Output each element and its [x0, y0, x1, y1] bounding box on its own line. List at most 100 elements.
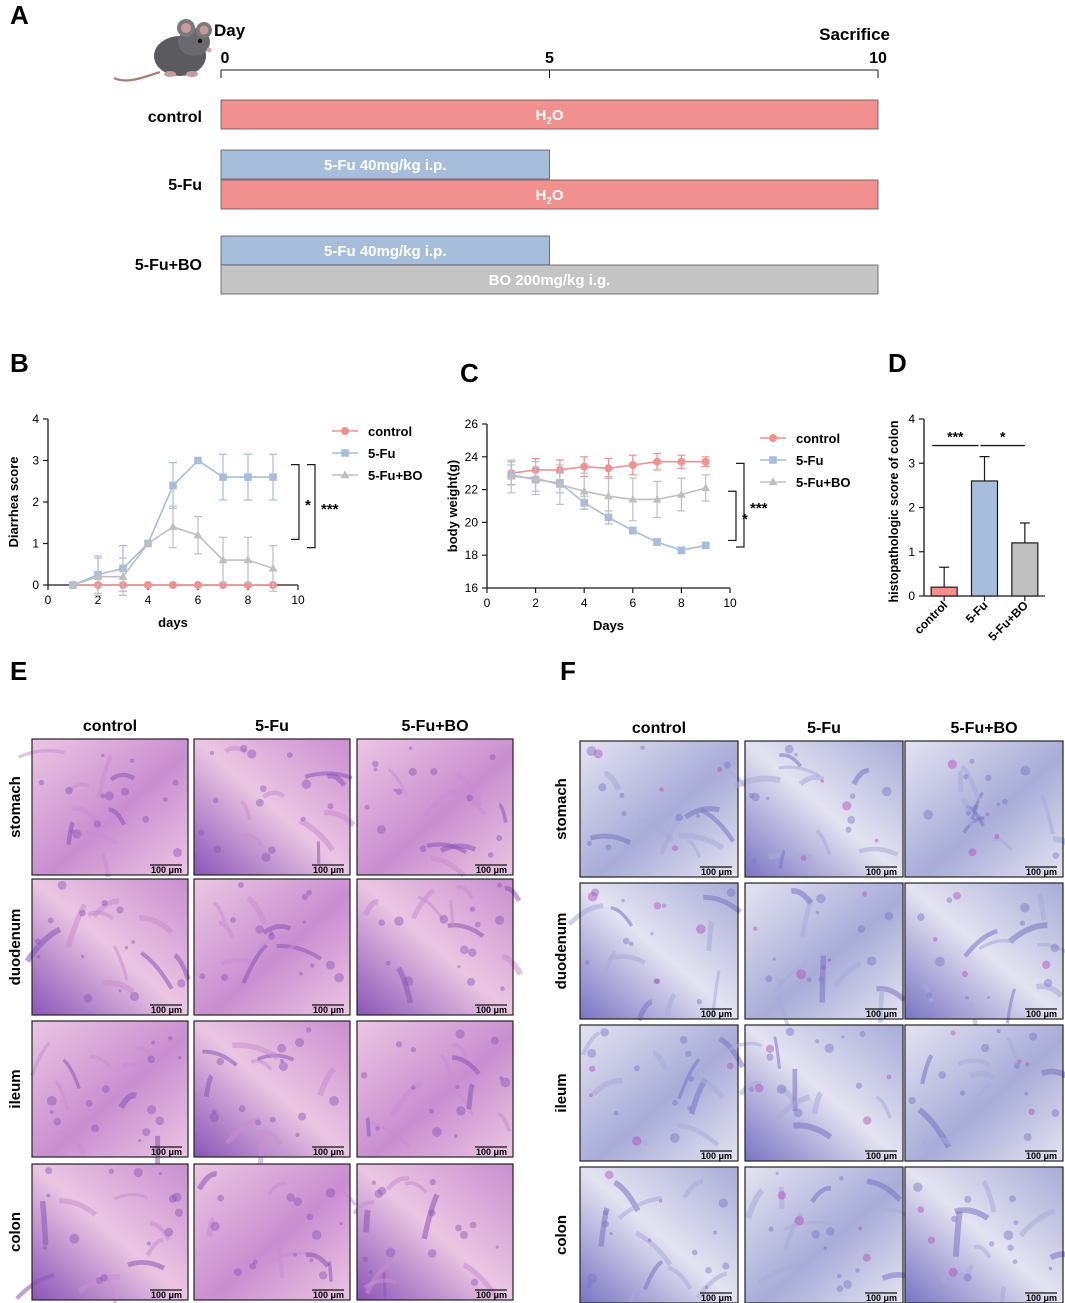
tissue-cell: [754, 1083, 764, 1093]
tissue-cell: [824, 1043, 834, 1053]
tissue-cell: [985, 774, 992, 782]
tissue-background: [32, 879, 188, 1015]
tissue-fold: [927, 1137, 953, 1149]
treatment-bar-label: BO 200mg/kg i.g.: [489, 272, 611, 289]
tissue-cell: [613, 1110, 619, 1116]
tissue-cell: [453, 1134, 458, 1138]
tissue-cell: [499, 1076, 504, 1081]
legend-marker: [340, 470, 350, 479]
tissue-cell: [269, 1116, 276, 1123]
tissue-cell: [269, 931, 274, 936]
tissue-cell: [395, 1041, 403, 1048]
tissue-cell: [393, 788, 397, 792]
tissue-fold: [677, 1058, 701, 1100]
image-frame: [904, 1166, 1064, 1303]
histology-image: 100 μm: [15, 1163, 189, 1303]
bar-label-subscript: 2: [546, 196, 552, 207]
tissue-cell: [360, 1071, 368, 1079]
tissue-fold: [225, 1116, 261, 1145]
panel-e-label: E: [10, 656, 27, 686]
scale-label: 100 μm: [1026, 1009, 1057, 1019]
treatment-bar: [220, 264, 879, 295]
image-frame: [31, 1020, 189, 1158]
tissue-fold: [96, 754, 113, 799]
x-tick-label: control: [912, 598, 951, 637]
tissue-cell: [1051, 1109, 1060, 1117]
tissue-cell: [598, 783, 607, 792]
scale-label: 100 μm: [866, 1293, 897, 1303]
tissue-cell: [83, 994, 93, 1003]
treatment-bar: [220, 99, 879, 130]
tissue-fold: [68, 782, 91, 793]
x-tick-label: 4: [145, 593, 152, 607]
scale-label: 100 μm: [476, 1147, 507, 1157]
tissue-cell: [605, 844, 612, 851]
tissue-cell: [881, 786, 892, 797]
tissue-cell: [249, 1263, 256, 1270]
x-tick-label: 6: [629, 596, 636, 610]
image-frame: [193, 878, 351, 1016]
bar-control: [930, 586, 958, 597]
tissue-cell: [177, 1056, 182, 1060]
tissue-cell: [174, 1208, 183, 1217]
tissue-cell: [79, 909, 86, 917]
tissue-cell: [428, 1209, 436, 1217]
legend-marker: [769, 456, 777, 464]
treatment-bar-label: H2O: [535, 187, 563, 207]
data-point: [169, 581, 177, 589]
tissue-fold: [127, 1260, 166, 1271]
tissue-cell: [653, 902, 662, 910]
image-frame: [579, 1166, 739, 1303]
tissue-fold: [462, 1262, 500, 1300]
tissue-cell: [301, 893, 308, 901]
tissue-cell: [776, 1084, 787, 1094]
tissue-cell: [408, 746, 413, 750]
tissue-cell: [429, 1108, 434, 1114]
y-tick-label: 2: [908, 501, 915, 515]
tissue-cell: [587, 891, 598, 902]
tissue-fold: [447, 923, 485, 938]
data-point: [653, 457, 662, 466]
tissue-fold: [952, 1211, 963, 1257]
tissue-cell: [198, 829, 205, 836]
scale-label: 100 μm: [151, 1147, 182, 1157]
tissue-cell: [456, 1106, 466, 1116]
column-header: 5-Fu: [255, 718, 289, 735]
tissue-cell: [146, 1241, 152, 1246]
tissue-fold: [738, 1080, 762, 1096]
tissue-cell: [862, 1253, 871, 1262]
data-point: [268, 563, 278, 572]
tissue-fold: [396, 966, 414, 1004]
data-point: [244, 473, 252, 481]
tissue-fold: [1040, 794, 1055, 835]
tissue-cell: [987, 996, 991, 1000]
tissue-cell: [300, 816, 306, 822]
tissue-fold: [323, 809, 356, 828]
tissue-cell: [688, 1076, 695, 1082]
tissue-cell: [751, 858, 757, 864]
tissue-cell: [632, 1136, 642, 1146]
diarrhea-score-chart: 0 1 2 3 4 0 2 4 6 8 10 days Diarrhea score control 5-F…: [6, 412, 423, 630]
tissue-cell: [934, 956, 945, 967]
x-tick-label: 0: [45, 593, 52, 607]
tissue-cell: [1028, 1032, 1038, 1041]
tissue-cell: [238, 1105, 246, 1113]
data-point: [701, 541, 710, 550]
tissue-fold: [954, 1207, 990, 1221]
tissue-cell: [211, 1109, 217, 1115]
tissue-cell: [151, 1040, 156, 1045]
histology-image: 100 μm: [24, 878, 191, 1016]
tissue-cell: [712, 1230, 718, 1235]
tissue-fold: [767, 850, 814, 861]
tissue-cell: [726, 888, 736, 897]
tissue-cell: [131, 940, 135, 944]
tissue-cell: [385, 1247, 396, 1258]
histology-image: 100 μm: [352, 1163, 514, 1301]
tissue-fold: [590, 1077, 624, 1097]
tissue-cell: [38, 779, 45, 786]
tissue-cell: [455, 1084, 460, 1090]
tissue-fold: [404, 1181, 428, 1194]
day-label: Day: [214, 21, 246, 40]
tissue-cell: [385, 960, 391, 966]
